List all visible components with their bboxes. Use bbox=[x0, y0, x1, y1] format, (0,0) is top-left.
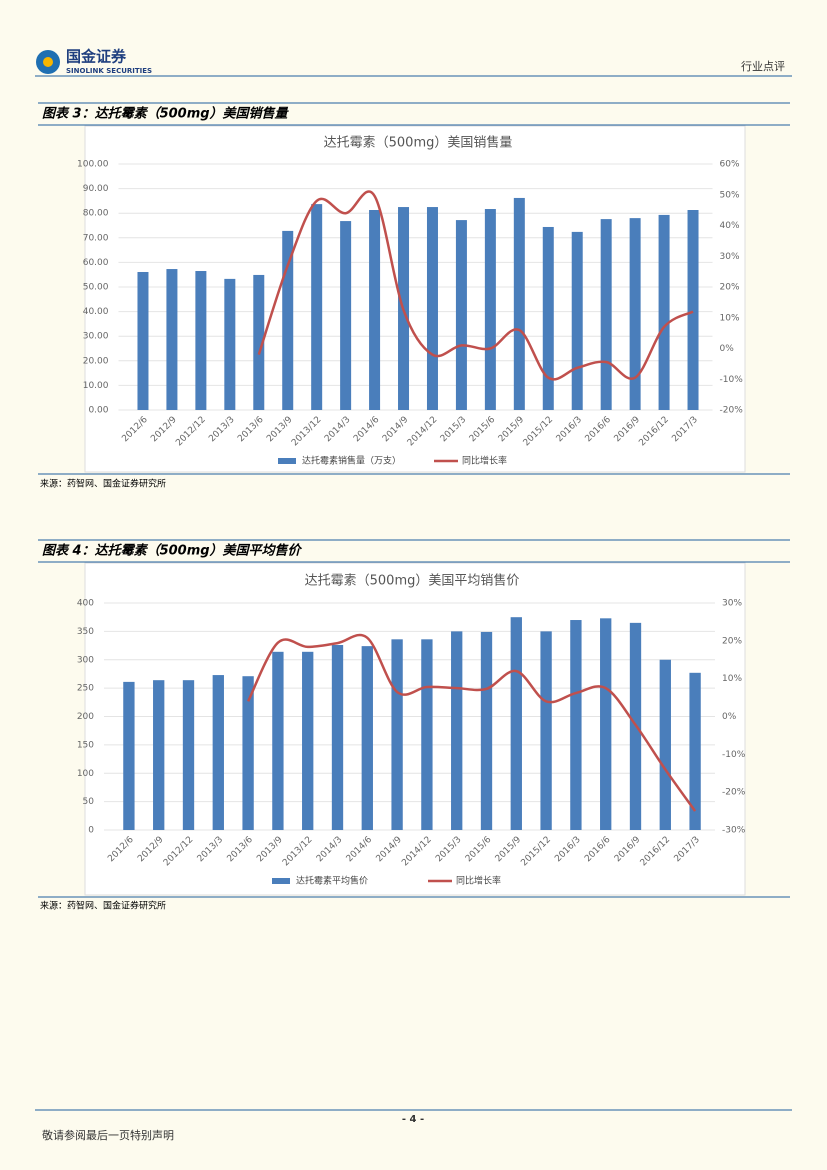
y-tick-label: 200 bbox=[77, 712, 94, 722]
y-tick-label: 20.00 bbox=[83, 356, 109, 366]
bar bbox=[166, 269, 178, 410]
y-tick-label: 150 bbox=[77, 740, 94, 750]
bar bbox=[137, 271, 149, 410]
bar bbox=[331, 644, 344, 830]
bar bbox=[659, 659, 671, 830]
y2-tick-label: 0% bbox=[722, 712, 737, 722]
y-tick-label: 40.00 bbox=[83, 307, 109, 317]
y-tick-label: 100 bbox=[77, 769, 94, 779]
y2-tick-label: 60% bbox=[720, 160, 740, 170]
y2-tick-label: -10% bbox=[722, 750, 746, 760]
chart-frame bbox=[84, 125, 746, 473]
y-tick-label: 350 bbox=[77, 627, 94, 637]
y-tick-label: 300 bbox=[77, 655, 94, 665]
caption: 图表 4：达托霉素（500mg）美国平均售价 bbox=[42, 543, 303, 559]
y2-tick-label: 0% bbox=[720, 344, 735, 354]
logo-sub: SINOLINK SECURITIES bbox=[66, 67, 152, 75]
y-tick-label: 250 bbox=[77, 684, 94, 694]
bar bbox=[455, 220, 467, 410]
y2-tick-label: -10% bbox=[720, 375, 744, 385]
bar bbox=[340, 221, 352, 410]
y2-tick-label: 30% bbox=[720, 252, 740, 262]
bar bbox=[687, 210, 699, 410]
bar bbox=[361, 646, 373, 830]
y2-tick-label: 40% bbox=[720, 221, 740, 231]
y2-tick-label: 30% bbox=[722, 599, 742, 609]
bar bbox=[600, 219, 612, 410]
bar bbox=[600, 618, 612, 830]
bar bbox=[421, 639, 433, 830]
y2-tick-label: -30% bbox=[722, 826, 746, 836]
y2-tick-label: -20% bbox=[720, 406, 744, 416]
bar bbox=[542, 226, 554, 410]
bar bbox=[242, 676, 254, 830]
y-tick-label: 50 bbox=[83, 797, 95, 807]
bar bbox=[311, 204, 323, 410]
legend-label: 达托霉素平均售价 bbox=[296, 875, 368, 887]
y-tick-label: 80.00 bbox=[83, 209, 109, 219]
bar bbox=[272, 651, 284, 830]
y2-tick-label: 20% bbox=[722, 636, 742, 646]
bar bbox=[510, 617, 522, 830]
bar bbox=[282, 230, 294, 410]
bar bbox=[391, 639, 403, 830]
legend-swatch bbox=[272, 878, 290, 884]
bar bbox=[212, 675, 224, 830]
y-tick-label: 400 bbox=[77, 599, 94, 609]
legend-label: 同比增长率 bbox=[462, 455, 507, 467]
y2-tick-label: 10% bbox=[720, 313, 740, 323]
bar bbox=[182, 680, 195, 830]
bar bbox=[484, 209, 496, 410]
y2-tick-label: 10% bbox=[722, 674, 742, 684]
y-tick-label: 0 bbox=[88, 826, 94, 836]
bar bbox=[570, 620, 582, 830]
legend-swatch bbox=[278, 458, 296, 464]
bar bbox=[195, 271, 207, 410]
y-tick-label: 50.00 bbox=[83, 283, 109, 293]
bar bbox=[224, 278, 236, 410]
y2-tick-label: -20% bbox=[722, 788, 746, 798]
bar bbox=[302, 651, 314, 830]
y-tick-label: 90.00 bbox=[83, 184, 109, 194]
bar bbox=[123, 681, 135, 830]
section: 行业点评 bbox=[741, 60, 785, 73]
caption: 图表 3：达托霉素（500mg）美国销售量 bbox=[42, 106, 290, 122]
footer-note: 敬请参阅最后一页特别声明 bbox=[42, 1128, 174, 1142]
bar bbox=[513, 197, 525, 410]
bar bbox=[689, 672, 701, 830]
bar bbox=[480, 631, 493, 830]
y-tick-label: 70.00 bbox=[83, 233, 109, 243]
y-tick-label: 10.00 bbox=[83, 381, 109, 391]
bar bbox=[369, 210, 381, 410]
bar bbox=[253, 274, 265, 410]
line-series bbox=[257, 190, 694, 381]
bar bbox=[658, 214, 670, 410]
y-tick-label: 30.00 bbox=[83, 332, 109, 342]
bar bbox=[451, 631, 463, 830]
bar bbox=[571, 231, 583, 410]
y-tick-label: 0.00 bbox=[88, 406, 108, 416]
y-tick-label: 100.00 bbox=[77, 160, 109, 170]
legend-label: 达托霉素销售量（万支） bbox=[302, 455, 401, 467]
legend-label: 同比增长率 bbox=[456, 875, 501, 887]
line-series bbox=[246, 633, 697, 812]
bar bbox=[153, 680, 165, 830]
chart-title: 达托霉素（500mg）美国销售量 bbox=[324, 135, 513, 151]
chart-title: 达托霉素（500mg）美国平均销售价 bbox=[305, 573, 520, 589]
y2-tick-label: 20% bbox=[720, 283, 740, 293]
source: 来源：药智网、国金证券研究所 bbox=[40, 478, 166, 490]
bar bbox=[540, 631, 552, 830]
logo-text: 国金证券 bbox=[66, 48, 127, 66]
y-tick-label: 60.00 bbox=[83, 258, 109, 268]
bar bbox=[426, 207, 438, 410]
page-number: - 4 - bbox=[402, 1114, 424, 1125]
bar bbox=[629, 218, 641, 410]
logo-dot bbox=[43, 57, 53, 67]
y2-tick-label: 50% bbox=[720, 190, 740, 200]
source: 来源：药智网、国金证券研究所 bbox=[40, 900, 166, 912]
